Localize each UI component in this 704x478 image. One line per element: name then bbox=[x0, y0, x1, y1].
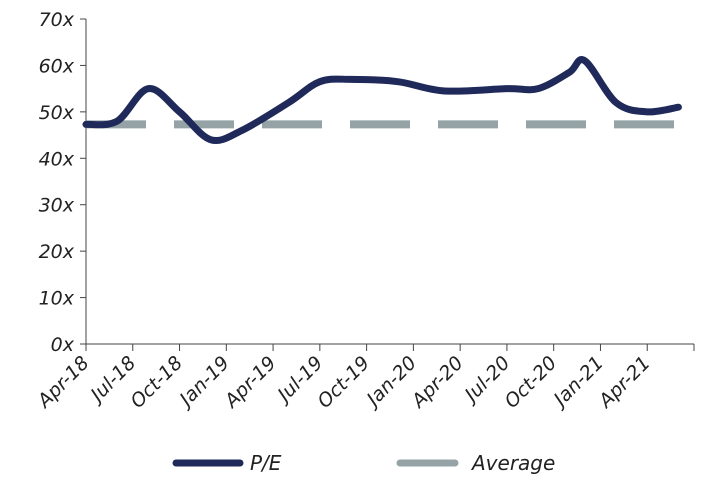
series-line-pe bbox=[82, 56, 682, 144]
x-tick-label: Oct-19 bbox=[313, 352, 374, 413]
y-tick-label: 50x bbox=[39, 102, 75, 124]
x-tick-label: Apr-18 bbox=[32, 352, 93, 413]
legend-label-pe: P/E bbox=[250, 451, 282, 475]
y-tick-label: 40x bbox=[39, 148, 75, 170]
x-tick-label: Jan-21 bbox=[547, 352, 608, 413]
x-tick-label: Oct-18 bbox=[126, 352, 187, 413]
legend: P/E Average bbox=[172, 451, 555, 475]
x-axis: Apr-18Jul-18Oct-18Jan-19Apr-19Jul-19Oct-… bbox=[32, 343, 695, 413]
x-tick-label: Jan-20 bbox=[360, 352, 421, 413]
y-axis: 0x 10x 20x 30x 40x 50x 60x 70x bbox=[39, 9, 87, 356]
y-tick-label: 10x bbox=[39, 288, 75, 310]
y-tick-label: 0x bbox=[51, 334, 75, 356]
y-tick-label: 30x bbox=[39, 195, 75, 217]
y-tick-label: 70x bbox=[39, 9, 75, 31]
legend-label-average: Average bbox=[470, 451, 555, 475]
y-tick-label: 20x bbox=[39, 241, 75, 263]
plot-area bbox=[82, 56, 682, 144]
x-tick-label: Apr-21 bbox=[593, 352, 654, 413]
y-tick-label: 60x bbox=[39, 55, 75, 77]
x-tick-label: Apr-19 bbox=[219, 352, 280, 413]
x-tick-label: Apr-20 bbox=[406, 352, 467, 413]
x-tick-label: Jan-19 bbox=[173, 352, 234, 413]
x-tick-label: Oct-20 bbox=[500, 352, 561, 413]
